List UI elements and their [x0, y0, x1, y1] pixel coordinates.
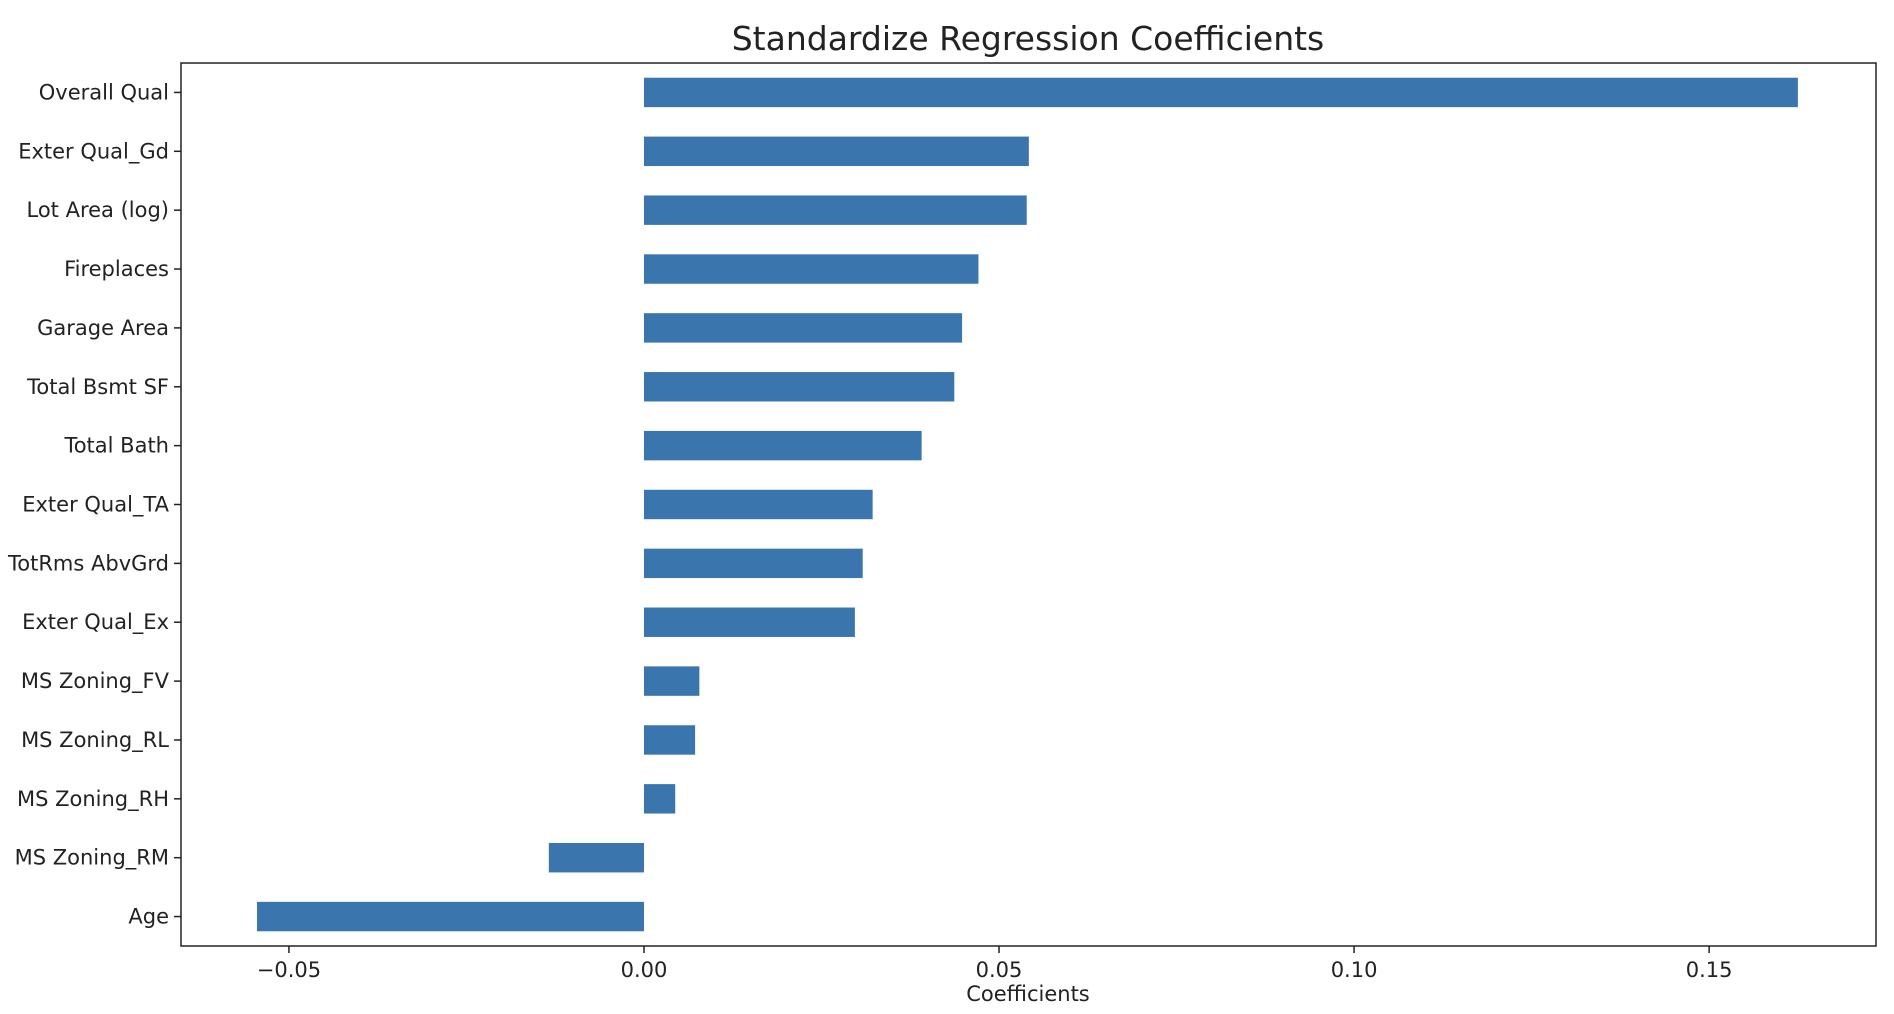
bar-ms-zoning-rh	[643, 784, 676, 814]
x-axis: −0.05 0.00 0.05 0.10 0.15	[257, 946, 1733, 982]
y-tick-label-ms-zoning-fv: MS Zoning_FV	[21, 669, 170, 694]
y-tick-label-overall-qual: Overall Qual	[39, 80, 169, 104]
bar-exter-qual-gd	[643, 136, 1029, 167]
y-tick-label-exter-qual-ta: Exter Qual_TA	[22, 493, 169, 518]
y-tick-label-ms-zoning-rh: MS Zoning_RH	[17, 787, 169, 812]
x-tick-label: 0.15	[1686, 958, 1733, 982]
bar-ms-zoning-rl	[643, 725, 696, 755]
bars-layer	[256, 77, 1798, 932]
plot-frame	[180, 62, 1877, 947]
y-tick-label-total-bsmt-sf: Total Bsmt SF	[26, 375, 169, 399]
y-tick-label-garage-area: Garage Area	[37, 316, 169, 340]
bar-fireplaces	[643, 254, 979, 284]
y-axis: Overall Qual Exter Qual_Gd Lot Area (log) F…	[7, 80, 181, 929]
chart-title: Standardize Regression Coefficients	[732, 19, 1325, 58]
y-tick-label-age: Age	[128, 905, 169, 929]
bar-lot-area-log	[643, 195, 1027, 225]
x-tick-label: 0.00	[621, 958, 668, 982]
y-tick-label-total-bath: Total Bath	[63, 434, 169, 458]
y-tick-label-exter-qual-ex: Exter Qual_Ex	[22, 610, 169, 635]
bar-total-bsmt-sf	[643, 372, 955, 402]
y-tick-label-fireplaces: Fireplaces	[64, 257, 169, 281]
y-tick-label-exter-qual-gd: Exter Qual_Gd	[18, 139, 169, 164]
bar-overall-qual	[643, 77, 1798, 108]
bar-exter-qual-ex	[643, 607, 855, 637]
y-tick-label-ms-zoning-rl: MS Zoning_RL	[21, 728, 169, 753]
y-tick-label-totrms-abvgrd: TotRms AbvGrd	[7, 551, 169, 575]
x-tick-label: 0.05	[976, 958, 1023, 982]
bar-age	[256, 901, 644, 932]
y-tick-label-lot-area-log: Lot Area (log)	[27, 198, 170, 222]
bar-ms-zoning-fv	[643, 666, 700, 696]
bar-total-bath	[643, 430, 922, 461]
x-axis-label: Coefficients	[966, 982, 1090, 1006]
x-tick-label: 0.10	[1331, 958, 1378, 982]
bar-ms-zoning-rm	[548, 842, 644, 873]
bar-garage-area	[643, 313, 963, 343]
bar-totrms-abvgrd	[643, 548, 863, 579]
bar-exter-qual-ta	[643, 489, 873, 520]
x-tick-label: −0.05	[257, 958, 321, 982]
y-tick-label-ms-zoning-rm: MS Zoning_RM	[15, 846, 169, 871]
